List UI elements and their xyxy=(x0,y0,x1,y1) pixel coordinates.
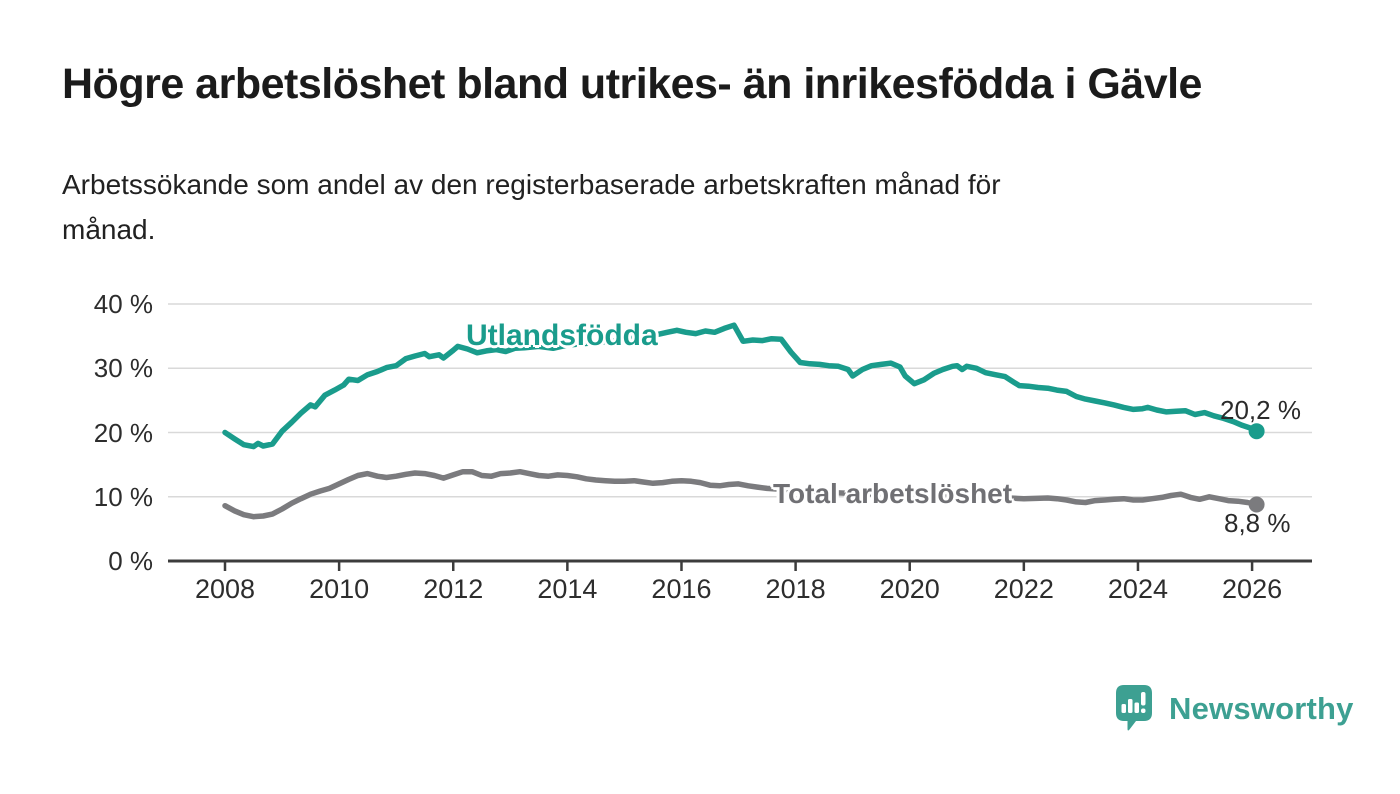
x-tick-label: 2012 xyxy=(423,574,484,604)
newsworthy-bubble-bar-chart-icon xyxy=(1116,685,1152,731)
newsworthy-logo-text: Newsworthy xyxy=(1169,691,1354,726)
y-tick-label: 40 % xyxy=(93,289,153,319)
page-title: Högre arbetslöshet bland utrikes- än inr… xyxy=(62,60,1202,108)
series-end-dot-0 xyxy=(1248,423,1265,440)
series-line-0 xyxy=(222,322,1260,450)
x-tick-label: 2026 xyxy=(1222,574,1283,604)
x-tick-label: 2016 xyxy=(651,574,712,604)
x-tick-label: 2014 xyxy=(537,574,598,604)
series-label-utlandsfodda: Utlandsfödda xyxy=(466,319,658,352)
x-tick-label: 2018 xyxy=(765,574,826,604)
x-tick-label: 2022 xyxy=(993,574,1054,604)
y-tick-label: 20 % xyxy=(93,417,153,448)
subtitle-line-1: Arbetssökande som andel av den registerb… xyxy=(62,169,1001,200)
series-end-dot-1 xyxy=(1248,496,1265,513)
subtitle-line-2: månad. xyxy=(62,214,156,245)
x-tick-label: 2024 xyxy=(1107,574,1168,604)
x-tick-label: 2008 xyxy=(194,574,256,604)
series-label-total-arbetsloshet: Total arbetslöshet xyxy=(773,478,1013,509)
newsworthy-logo: Newsworthy xyxy=(1114,685,1354,733)
x-tick-label: 2020 xyxy=(879,574,940,604)
chart-subtitle: Arbetssökande som andel av den registerb… xyxy=(62,162,1312,252)
y-tick-label: 0 % xyxy=(108,546,153,576)
y-tick-label: 30 % xyxy=(93,353,153,384)
x-tick-label: 2010 xyxy=(309,574,370,604)
series-line-1 xyxy=(222,468,1260,520)
y-tick-label: 10 % xyxy=(93,481,153,512)
end-value-label-total: 8,8 % xyxy=(1224,508,1291,538)
end-value-label-utlandsfodda: 20,2 % xyxy=(1220,395,1301,425)
